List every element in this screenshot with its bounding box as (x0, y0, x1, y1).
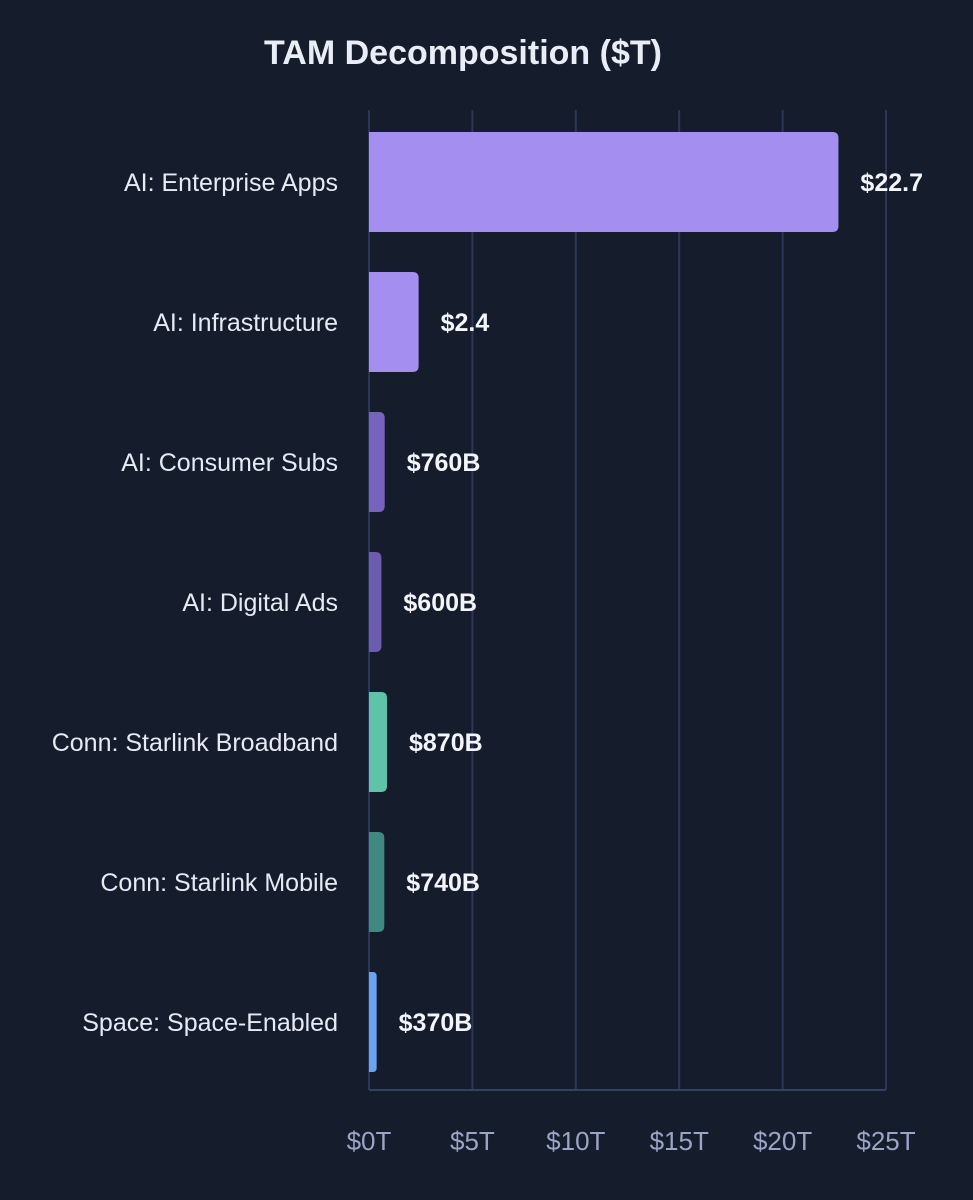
value-label-space-space-enabled: $370B (399, 1009, 473, 1037)
bar-ai-consumer-subs (369, 412, 385, 512)
chart-title: TAM Decomposition ($T) (264, 34, 662, 72)
category-label-conn-starlink-mobile: Conn: Starlink Mobile (100, 869, 338, 897)
value-label-ai-consumer-subs: $760B (407, 449, 481, 477)
category-label-ai-enterprise-apps: AI: Enterprise Apps (124, 169, 338, 197)
category-label-ai-digital-ads: AI: Digital Ads (182, 589, 338, 617)
bar-conn-starlink-broadband (369, 692, 387, 792)
x-tick-label-20t: $20T (753, 1126, 812, 1156)
value-label-ai-digital-ads: $600B (403, 589, 477, 617)
x-axis-tick-labels: $0T $5T $10T $15T $20T $25T (347, 1126, 916, 1156)
x-tick-label-25t: $25T (856, 1126, 915, 1156)
value-label-ai-infrastructure: $2.4 (441, 309, 490, 337)
value-label-ai-enterprise-apps: $22.7 (860, 169, 923, 197)
value-label-conn-starlink-mobile: $740B (406, 869, 480, 897)
category-labels: AI: Enterprise Apps AI: Infrastructure AI:… (52, 169, 338, 1037)
value-labels: $22.7 $2.4 $760B $600B $870B $740B $370B (399, 169, 923, 1037)
bar-ai-infrastructure (369, 272, 419, 372)
bar-conn-starlink-mobile (369, 832, 385, 932)
category-label-ai-infrastructure: AI: Infrastructure (153, 309, 338, 337)
bars (369, 132, 839, 1072)
category-label-conn-starlink-broadband: Conn: Starlink Broadband (52, 729, 338, 757)
x-tick-label-5t: $5T (450, 1126, 495, 1156)
category-label-ai-consumer-subs: AI: Consumer Subs (121, 449, 338, 477)
bar-space-space-enabled (369, 972, 377, 1072)
x-tick-label-15t: $15T (650, 1126, 709, 1156)
x-tick-label-0t: $0T (347, 1126, 392, 1156)
value-label-conn-starlink-broadband: $870B (409, 729, 483, 757)
category-label-space-space-enabled: Space: Space-Enabled (82, 1009, 338, 1037)
bar-ai-digital-ads (369, 552, 382, 652)
x-tick-label-10t: $10T (546, 1126, 605, 1156)
bar-ai-enterprise-apps (369, 132, 839, 232)
